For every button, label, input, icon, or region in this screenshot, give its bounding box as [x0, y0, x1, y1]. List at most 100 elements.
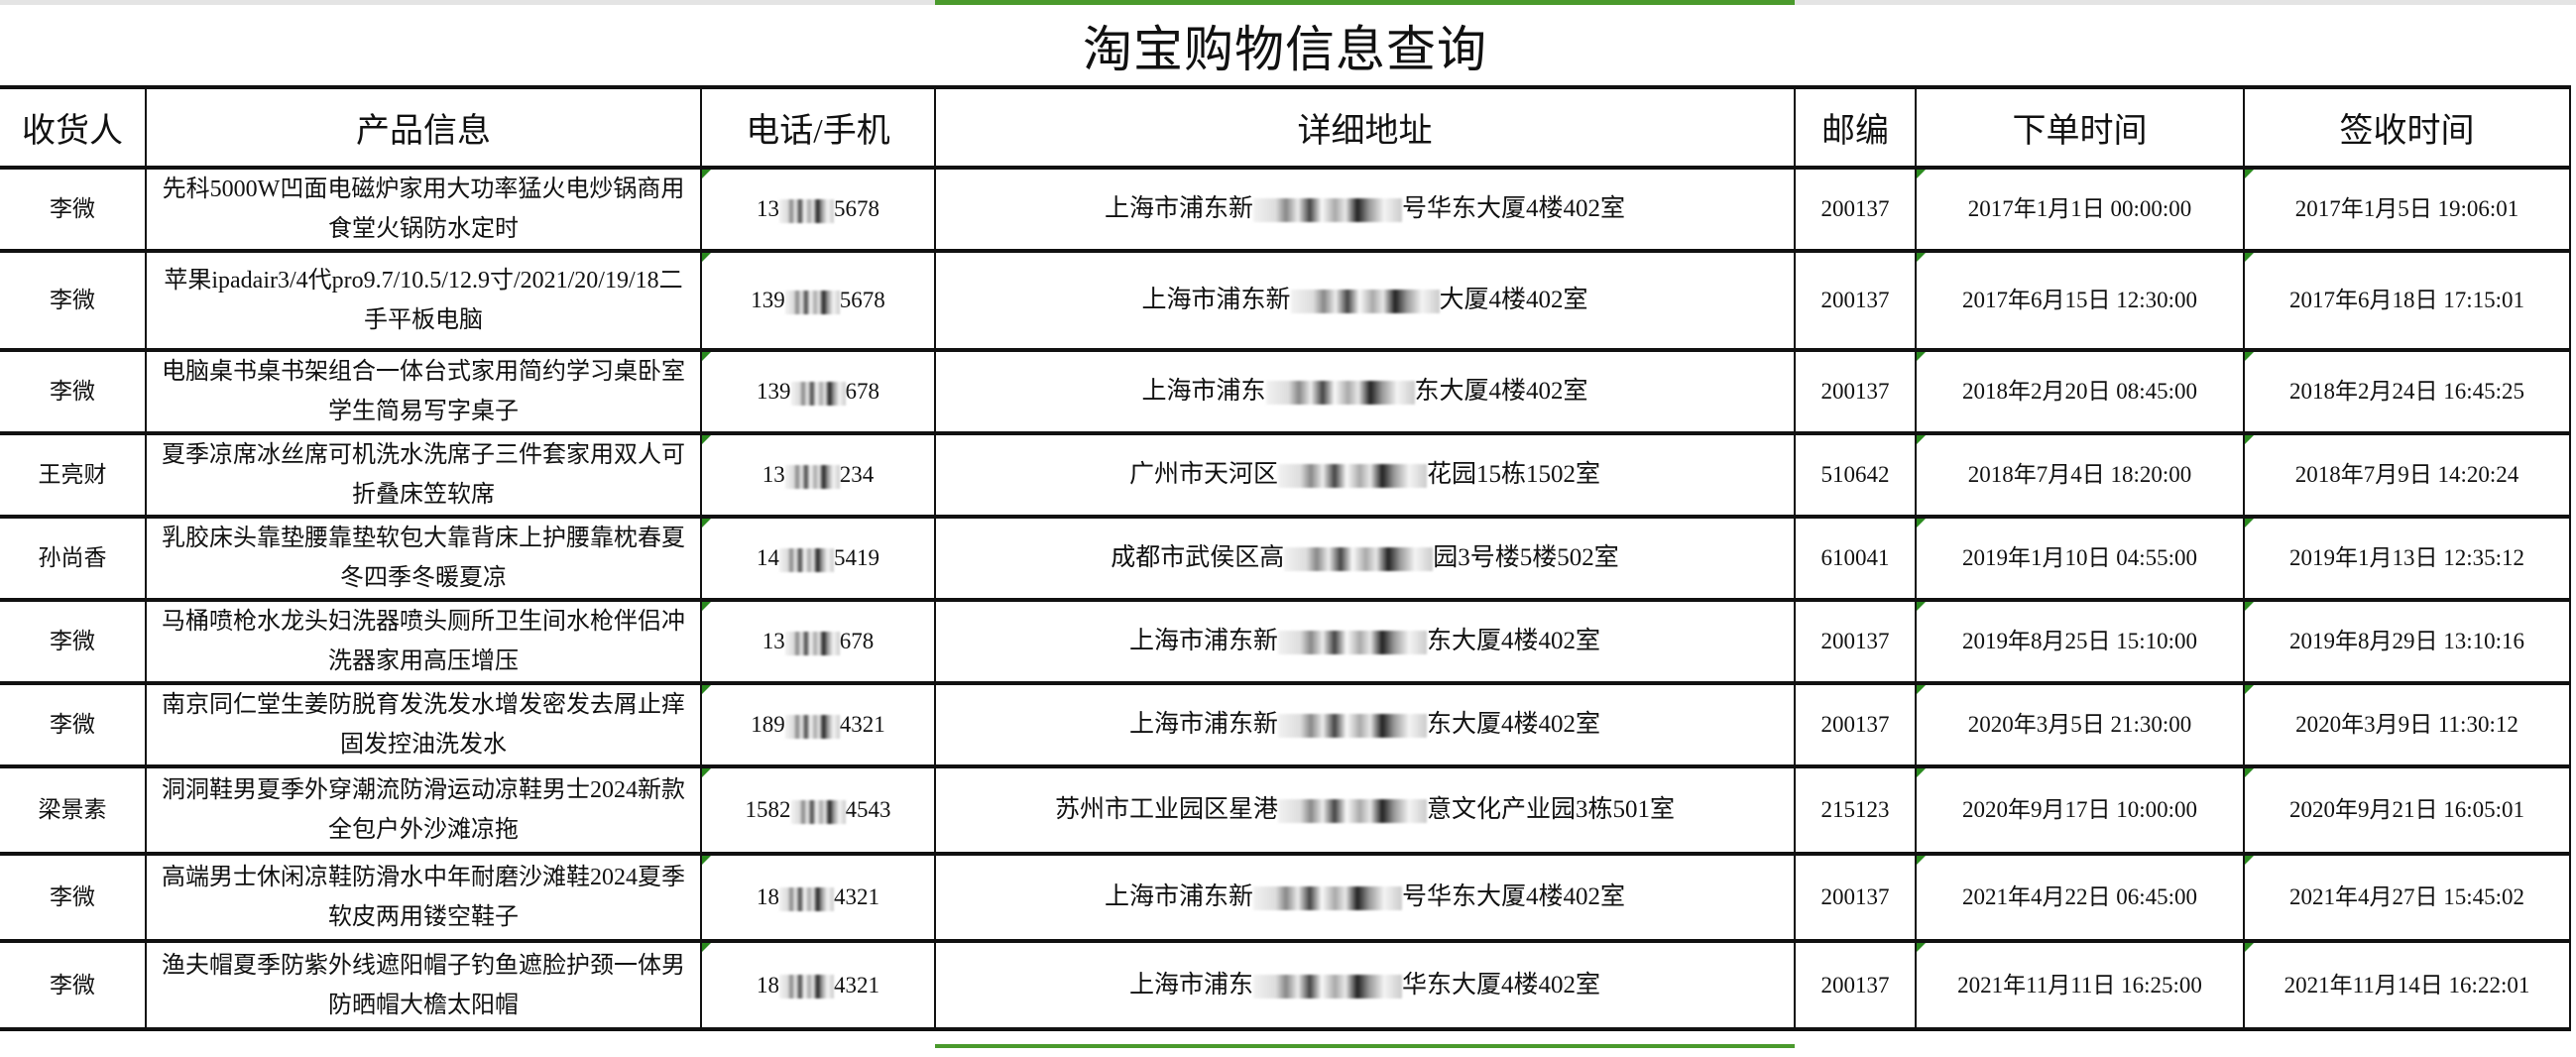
- product-cell[interactable]: 夏季凉席冰丝席可机洗水洗席子三件套家用双人可折叠床笠软席: [145, 431, 702, 519]
- recipient-cell[interactable]: 李微: [0, 598, 147, 685]
- order-time-cell[interactable]: 2017年6月15日 12:30:00: [1915, 249, 2245, 352]
- header-sign-time[interactable]: 签收时间: [2243, 85, 2571, 170]
- header-recipient[interactable]: 收货人: [0, 85, 147, 170]
- address-cell[interactable]: 上海市浦东新 东大厦4楼402室: [934, 598, 1796, 685]
- recipient-cell[interactable]: 王亮财: [0, 431, 147, 519]
- sign-time-cell[interactable]: 2017年1月5日 19:06:01: [2243, 166, 2571, 253]
- product-cell[interactable]: 渔夫帽夏季防紫外线遮阳帽子钓鱼遮脸护颈一体男防晒帽大檐太阳帽: [145, 939, 702, 1031]
- order-time-cell[interactable]: 2017年1月1日 00:00:00: [1915, 166, 2245, 253]
- zip-cell[interactable]: 200137: [1794, 249, 1917, 352]
- table-row: 王亮财 夏季凉席冰丝席可机洗水洗席子三件套家用双人可折叠床笠软席 13 234 广州市天…: [0, 431, 2571, 519]
- redacted-phone: [790, 381, 846, 406]
- address-cell[interactable]: 上海市浦东新 号华东大厦4楼402室: [934, 166, 1796, 253]
- order-time-cell[interactable]: 2018年7月4日 18:20:00: [1915, 431, 2245, 519]
- address-cell[interactable]: 广州市天河区 花园15栋1502室: [934, 431, 1796, 519]
- sign-time-cell[interactable]: 2020年9月21日 16:05:01: [2243, 764, 2571, 856]
- sign-time-cell[interactable]: 2019年8月29日 13:10:16: [2243, 598, 2571, 685]
- product-cell[interactable]: 先科5000W凹面电磁炉家用大功率猛火电炒锅商用食堂火锅防水定时: [145, 166, 702, 253]
- phone-cell[interactable]: 139 5678: [700, 249, 936, 352]
- product-cell[interactable]: 南京同仁堂生姜防脱育发洗发水增发密发去屑止痒固发控油洗发水: [145, 681, 702, 768]
- phone-cell[interactable]: 13 5678: [700, 166, 936, 253]
- sign-time-cell[interactable]: 2020年3月9日 11:30:12: [2243, 681, 2571, 768]
- address-cell[interactable]: 上海市浦东新 号华东大厦4楼402室: [934, 852, 1796, 943]
- address-prefix: 上海市浦东新: [1141, 287, 1291, 313]
- address-suffix: 号华东大厦4楼402室: [1402, 195, 1626, 222]
- redacted-address: [1253, 198, 1402, 223]
- zip-cell[interactable]: 510642: [1794, 431, 1917, 519]
- product-cell[interactable]: 洞洞鞋男夏季外穿潮流防滑运动凉鞋男士2024新款全包户外沙滩凉拖: [145, 764, 702, 856]
- product-cell[interactable]: 电脑桌书桌书架组合一体台式家用简约学习桌卧室学生简易写字桌子: [145, 348, 702, 435]
- sign-time-cell[interactable]: 2021年11月14日 16:22:01: [2243, 939, 2571, 1031]
- sheet-title[interactable]: 淘宝购物信息查询: [1083, 21, 1487, 77]
- header-product[interactable]: 产品信息: [145, 85, 702, 170]
- zip-cell[interactable]: 200137: [1794, 348, 1917, 435]
- recipient-cell[interactable]: 李微: [0, 681, 147, 768]
- phone-cell[interactable]: 18 4321: [700, 939, 936, 1031]
- product-cell[interactable]: 苹果ipadair3/4代pro9.7/10.5/12.9寸/2021/20/1…: [145, 249, 702, 352]
- redacted-address: [1278, 714, 1427, 739]
- address-suffix: 东大厦4楼402室: [1427, 711, 1601, 738]
- selection-border: [935, 1044, 1795, 1048]
- redacted-phone: [784, 631, 840, 655]
- phone-prefix: 13: [761, 629, 785, 653]
- recipient-cell[interactable]: 李微: [0, 348, 147, 435]
- phone-suffix: 678: [845, 379, 880, 404]
- order-time-cell[interactable]: 2019年8月25日 15:10:00: [1915, 598, 2245, 685]
- phone-cell[interactable]: 1582 4543: [700, 764, 936, 856]
- order-time-cell[interactable]: 2020年3月5日 21:30:00: [1915, 681, 2245, 768]
- phone-cell[interactable]: 189 4321: [700, 681, 936, 768]
- header-order-time[interactable]: 下单时间: [1915, 85, 2245, 170]
- recipient-cell[interactable]: 李微: [0, 249, 147, 352]
- zip-cell[interactable]: 200137: [1794, 598, 1917, 685]
- recipient-cell[interactable]: 梁景素: [0, 764, 147, 856]
- address-cell[interactable]: 苏州市工业园区星港 意文化产业园3栋501室: [934, 764, 1796, 856]
- sign-time-cell[interactable]: 2021年4月27日 15:45:02: [2243, 852, 2571, 943]
- redacted-address: [1253, 974, 1402, 998]
- phone-suffix: 4321: [834, 972, 879, 998]
- recipient-cell[interactable]: 孙尚香: [0, 515, 147, 602]
- phone-cell[interactable]: 14 5419: [700, 515, 936, 602]
- order-time-cell[interactable]: 2019年1月10日 04:55:00: [1915, 515, 2245, 602]
- phone-cell[interactable]: 139 678: [700, 348, 936, 435]
- recipient-cell[interactable]: 李微: [0, 939, 147, 1031]
- header-zip[interactable]: 邮编: [1794, 85, 1917, 170]
- phone-cell[interactable]: 13 678: [700, 598, 936, 685]
- product-cell[interactable]: 高端男士休闲凉鞋防滑水中年耐磨沙滩鞋2024夏季软皮两用镂空鞋子: [145, 852, 702, 943]
- header-address[interactable]: 详细地址: [934, 85, 1796, 170]
- phone-suffix: 5678: [839, 288, 885, 312]
- sign-time-cell[interactable]: 2019年1月13日 12:35:12: [2243, 515, 2571, 602]
- sign-time-cell[interactable]: 2018年2月24日 16:45:25: [2243, 348, 2571, 435]
- address-prefix: 广州市天河区: [1128, 461, 1278, 488]
- address-cell[interactable]: 上海市浦东新 东大厦4楼402室: [934, 681, 1796, 768]
- zip-cell[interactable]: 200137: [1794, 166, 1917, 253]
- address-cell[interactable]: 成都市武侯区高 园3号楼5楼502室: [934, 515, 1796, 602]
- order-time-cell[interactable]: 2021年11月11日 16:25:00: [1915, 939, 2245, 1031]
- sign-time-cell[interactable]: 2017年6月18日 17:15:01: [2243, 249, 2571, 352]
- order-time-cell[interactable]: 2021年4月22日 06:45:00: [1915, 852, 2245, 943]
- zip-cell[interactable]: 200137: [1794, 939, 1917, 1031]
- phone-cell[interactable]: 13 234: [700, 431, 936, 519]
- order-time-cell[interactable]: 2020年9月17日 10:00:00: [1915, 764, 2245, 856]
- redacted-phone: [784, 464, 840, 489]
- address-suffix: 号华东大厦4楼402室: [1402, 883, 1626, 910]
- redacted-address: [1278, 799, 1427, 824]
- address-cell[interactable]: 上海市浦东新 大厦4楼402室: [934, 249, 1796, 352]
- selected-column-indicator: [935, 0, 1795, 5]
- phone-cell[interactable]: 18 4321: [700, 852, 936, 943]
- zip-cell[interactable]: 215123: [1794, 764, 1917, 856]
- header-phone[interactable]: 电话/手机: [700, 85, 936, 170]
- sign-time-cell[interactable]: 2018年7月9日 14:20:24: [2243, 431, 2571, 519]
- recipient-cell[interactable]: 李微: [0, 166, 147, 253]
- product-cell[interactable]: 马桶喷枪水龙头妇洗器喷头厕所卫生间水枪伴侣冲洗器家用高压增压: [145, 598, 702, 685]
- zip-cell[interactable]: 610041: [1794, 515, 1917, 602]
- order-time-cell[interactable]: 2018年2月20日 08:45:00: [1915, 348, 2245, 435]
- phone-prefix: 1582: [745, 797, 791, 822]
- table-row: 梁景素 洞洞鞋男夏季外穿潮流防滑运动凉鞋男士2024新款全包户外沙滩凉拖 1582 4…: [0, 764, 2571, 856]
- product-cell[interactable]: 乳胶床头靠垫腰靠垫软包大靠背床上护腰靠枕春夏冬四季冬暖夏凉: [145, 515, 702, 602]
- zip-cell[interactable]: 200137: [1794, 681, 1917, 768]
- recipient-cell[interactable]: 李微: [0, 852, 147, 943]
- zip-cell[interactable]: 200137: [1794, 852, 1917, 943]
- redacted-address: [1290, 290, 1440, 314]
- address-cell[interactable]: 上海市浦东 华东大厦4楼402室: [934, 939, 1796, 1031]
- address-cell[interactable]: 上海市浦东 东大厦4楼402室: [934, 348, 1796, 435]
